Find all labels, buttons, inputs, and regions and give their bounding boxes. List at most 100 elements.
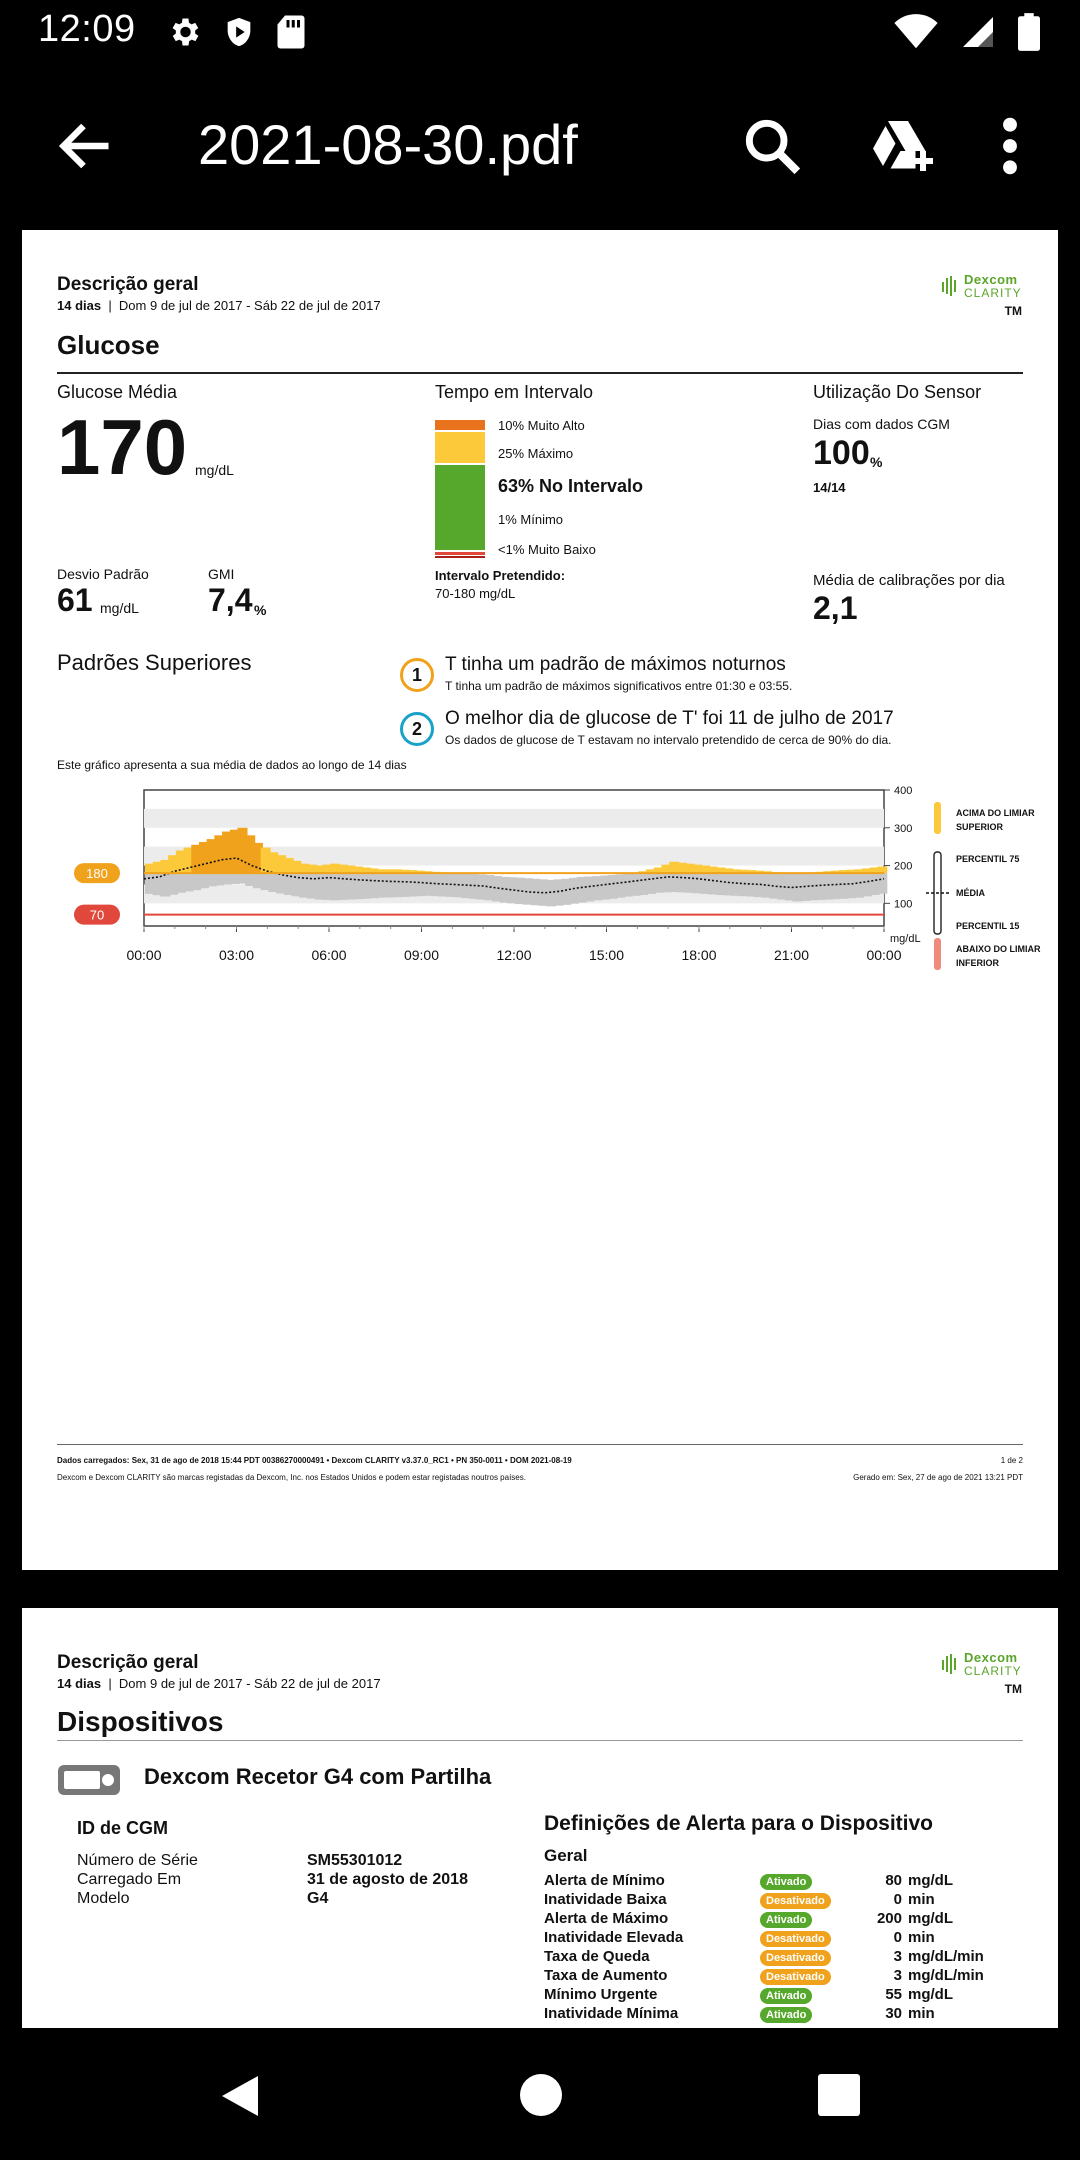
range-bar (846, 873, 857, 899)
pattern-2-description: Os dados de glucose de T estavam no inte… (445, 733, 892, 747)
alert-row: Alerta de Mínimo Ativado 80 mg/dL (544, 1872, 1024, 1890)
search-icon[interactable] (740, 114, 804, 178)
range-bar (530, 878, 541, 906)
status-time: 12:09 (38, 8, 136, 50)
y-tick-label: 300 (894, 823, 912, 835)
range-bar (214, 873, 225, 886)
tir-low-label: 1% Mínimo (498, 512, 564, 527)
cgm-days-unit: % (870, 454, 883, 470)
x-tick-label: 00:00 (126, 947, 161, 963)
above-range-bar (268, 852, 279, 874)
system-nav-bar (0, 2028, 1080, 2160)
range-bar (168, 873, 179, 895)
threshold-badge (74, 904, 120, 925)
legend-above-label: ACIMA DO LIMIAR (956, 808, 1035, 818)
alert-unit: mg/dL (908, 1986, 953, 2003)
above-range-bar (676, 862, 687, 874)
chart-caption: Este gráfico apresenta a sua média de da… (57, 758, 407, 772)
above-range-bar (653, 867, 664, 874)
range-bar (869, 873, 880, 896)
range-bar (430, 873, 441, 897)
above-range-bar (831, 870, 842, 874)
alert-status-badge: Desativado (760, 1950, 831, 1966)
section-divider (57, 1740, 1023, 1741)
range-bar (646, 873, 657, 894)
avg-glucose-unit: mg/dL (195, 462, 234, 478)
range-bar (399, 873, 410, 897)
calibrations-value: 2,1 (813, 590, 858, 626)
above-range-bar (661, 864, 672, 874)
above-range-bar (846, 869, 857, 874)
pdf-page-2[interactable]: Descrição geral 14 dias | Dom 9 de jul d… (22, 1608, 1058, 2028)
y-unit-label: mg/dL (890, 933, 921, 945)
range-bar (484, 875, 495, 901)
x-tick-label: 15:00 (589, 947, 624, 963)
above-range-bar (330, 863, 341, 874)
range-bar (561, 878, 572, 905)
footer-upload-info: Dados carregados: Sex, 31 de ago de 2018… (57, 1456, 572, 1465)
range-bar (237, 873, 248, 884)
alert-row: Inatividade Elevada Desativado 0 min (544, 1929, 1024, 1947)
wifi-icon (894, 14, 938, 49)
range-bar (522, 878, 533, 905)
range-bar (345, 873, 356, 900)
logo-brand: Dexcom (964, 1650, 1018, 1665)
above-range-bar (414, 870, 425, 874)
more-options-icon[interactable] (990, 114, 1030, 178)
nav-back-icon[interactable] (218, 2072, 262, 2120)
above-range-bar (407, 870, 418, 874)
range-bar (599, 875, 610, 900)
above-range-bar (861, 868, 872, 874)
agp-chart: 180 70 400 300 200 100 mg/dL 00:00 03:00 06:00 09:… (74, 785, 1041, 970)
range-bar (306, 873, 317, 899)
range-bar (222, 873, 233, 885)
range-bar (368, 873, 379, 899)
above-range-bar (260, 847, 271, 874)
nav-recents-icon[interactable] (818, 2074, 860, 2116)
alert-status-badge: Ativado (760, 1912, 813, 1928)
alert-row: Taxa de Aumento Desativado 3 mg/dL/min (544, 1967, 1024, 1985)
legend-above-label-2: SUPERIOR (956, 822, 1004, 832)
add-to-drive-icon[interactable] (868, 114, 938, 178)
alert-value: 3 (893, 1967, 902, 1984)
alert-value: 3 (893, 1948, 902, 1965)
alert-status-badge: Ativado (760, 2007, 813, 2023)
alert-status-badge: Desativado (760, 1931, 831, 1947)
alert-row: Inatividade Baixa Desativado 0 min (544, 1891, 1024, 1909)
range-bar (383, 873, 394, 898)
range-bar (476, 874, 487, 900)
range-bar (684, 873, 695, 893)
footer-divider (57, 1444, 1023, 1445)
range-bar (815, 873, 826, 900)
range-bar (276, 873, 287, 894)
back-arrow-icon[interactable] (56, 116, 116, 176)
alert-value: 200 (876, 1910, 902, 1927)
range-bar (584, 876, 595, 902)
legend-below-swatch (934, 938, 941, 970)
alert-status-badge: Desativado (760, 1893, 831, 1909)
sensor-usage-label: Utilização Do Sensor (813, 382, 982, 402)
alert-name: Alerta de Mínimo (544, 1872, 665, 1889)
alert-name: Taxa de Queda (544, 1948, 650, 1965)
alert-group-title: Geral (544, 1846, 588, 1865)
range-bar (692, 873, 703, 894)
y-tick-label: 400 (894, 785, 912, 797)
date-range: 14 dias | Dom 9 de jul de 2017 - Sáb 22 … (57, 1676, 381, 1691)
above-range-bar (337, 864, 348, 874)
tir-high-segment (435, 432, 485, 463)
range-bar (414, 873, 425, 897)
dexcom-clarity-logo: Dexcom CLARITY TM (942, 270, 1022, 320)
alert-row: Alerta de Máximo Ativado 200 mg/dL (544, 1910, 1024, 1928)
above-range-bar (252, 842, 263, 874)
pdf-page-1[interactable]: Descrição geral 14 dias | Dom 9 de jul d… (22, 230, 1058, 1570)
range-bar (630, 873, 641, 896)
cgm-id-title: ID de CGM (77, 1818, 169, 1838)
uploaded-on-label: Carregado Em (77, 1871, 182, 1888)
range-bar (746, 873, 757, 897)
alert-name: Taxa de Aumento (544, 1967, 668, 1984)
shield-icon (227, 17, 251, 47)
model-value: G4 (307, 1890, 329, 1907)
nav-home-icon[interactable] (520, 2074, 562, 2116)
range-bar (676, 873, 687, 893)
alert-settings-title: Definições de Alerta para o Dispositivo (544, 1812, 933, 1835)
